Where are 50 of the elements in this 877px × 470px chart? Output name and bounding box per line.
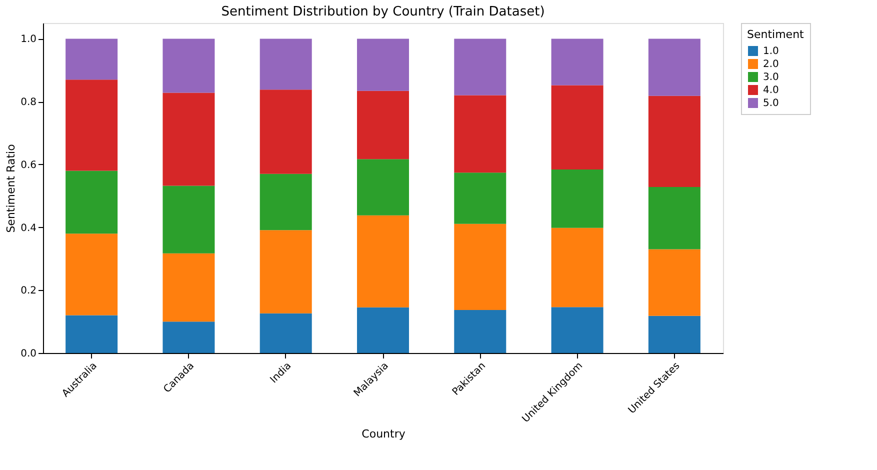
bar <box>454 95 506 173</box>
bar <box>648 249 700 316</box>
bar <box>66 234 118 316</box>
bar <box>66 38 118 80</box>
bar <box>454 38 506 96</box>
bar <box>260 313 312 353</box>
bar <box>551 85 604 170</box>
bar <box>454 224 506 310</box>
bar <box>357 38 409 91</box>
legend-label: 1.0 <box>763 46 779 57</box>
bar <box>66 170 118 234</box>
bar <box>454 172 506 224</box>
y-tick-label: 1.0 <box>20 34 36 46</box>
bar <box>551 169 604 228</box>
bar <box>260 90 312 174</box>
legend-title: Sentiment <box>747 28 805 41</box>
bar <box>648 96 700 188</box>
legend-label: 3.0 <box>763 72 779 83</box>
chart-title: Sentiment Distribution by Country (Train Dataset) <box>221 4 545 20</box>
y-tick-label: 0.4 <box>20 222 36 234</box>
bar <box>648 316 700 353</box>
bar <box>551 38 604 86</box>
bar <box>162 322 215 353</box>
bar <box>648 38 700 96</box>
bar <box>260 174 312 230</box>
bar <box>162 186 215 254</box>
legend-label: 4.0 <box>763 85 779 96</box>
bar <box>551 307 604 353</box>
bar <box>357 215 409 308</box>
x-axis-title: Country <box>362 427 406 440</box>
bar <box>551 228 604 308</box>
bar <box>162 38 215 93</box>
y-tick-label: 0.6 <box>20 160 36 171</box>
y-tick-label: 0.0 <box>20 348 36 360</box>
y-tick-label: 0.8 <box>20 97 36 108</box>
legend-label: 5.0 <box>763 98 779 109</box>
bar <box>162 92 215 186</box>
bar <box>357 159 409 216</box>
bar <box>162 253 215 322</box>
bar <box>66 80 118 171</box>
legend-label: 2.0 <box>763 59 779 70</box>
bar <box>454 310 506 353</box>
bar <box>66 315 118 353</box>
y-axis-title: Sentiment Ratio <box>4 144 18 233</box>
y-tick-label: 0.2 <box>20 286 36 297</box>
bar <box>260 38 312 90</box>
bar <box>648 187 700 250</box>
bar <box>357 307 409 353</box>
bar <box>357 90 409 160</box>
bar <box>260 230 312 314</box>
